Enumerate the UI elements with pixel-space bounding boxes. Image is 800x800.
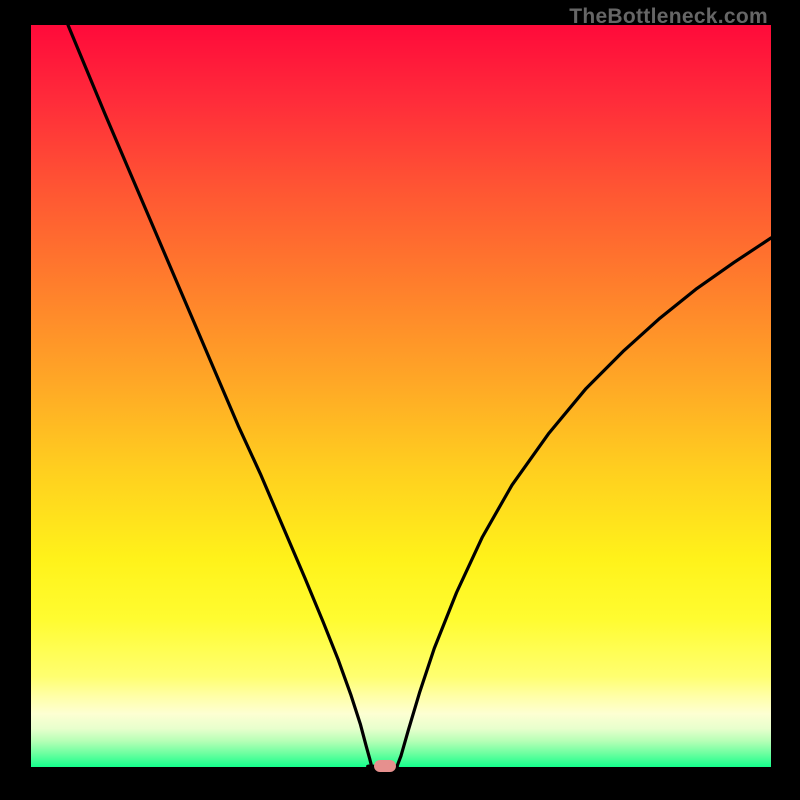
bottleneck-marker <box>374 760 396 772</box>
plot-area <box>31 25 771 767</box>
watermark-text: TheBottleneck.com <box>569 5 768 29</box>
bottleneck-curve <box>31 25 771 767</box>
